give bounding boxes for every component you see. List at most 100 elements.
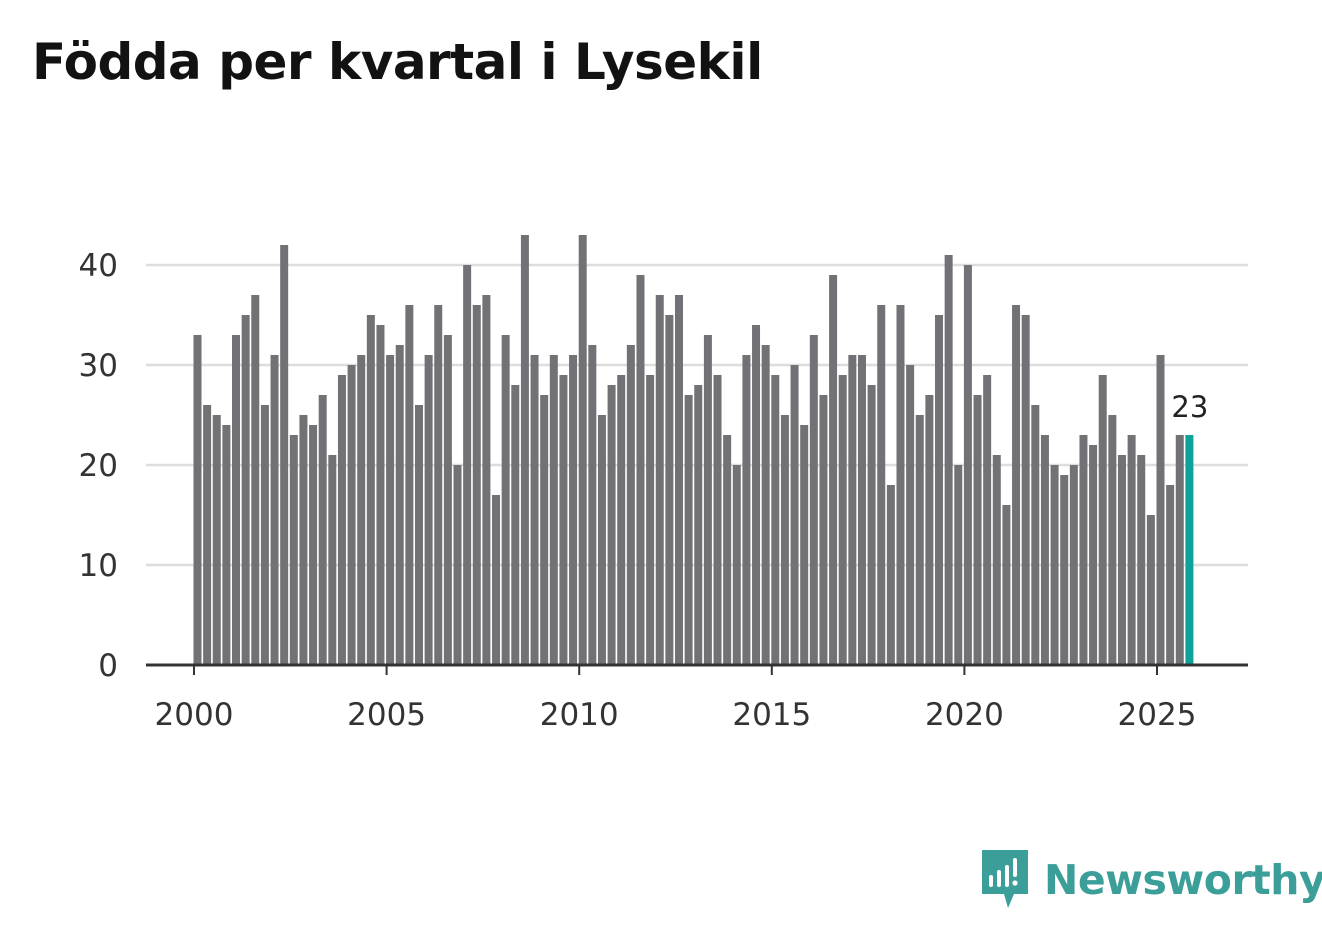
bar — [212, 415, 221, 665]
bar — [1031, 405, 1040, 665]
bar — [501, 335, 510, 665]
bar — [877, 305, 886, 665]
bar — [906, 365, 915, 665]
x-tick-label: 2025 — [1118, 697, 1197, 733]
last-value-label: 23 — [1171, 390, 1208, 424]
bar — [655, 295, 664, 665]
bar — [193, 335, 202, 665]
bar — [357, 355, 366, 665]
brand-name: Newsworthy — [1044, 855, 1322, 904]
bar — [1079, 435, 1088, 665]
bar — [809, 335, 818, 665]
x-tick-label: 2015 — [732, 697, 811, 733]
bar — [1060, 475, 1069, 665]
bar — [549, 355, 558, 665]
bar — [578, 235, 587, 665]
bar — [597, 415, 606, 665]
bar — [1156, 355, 1165, 665]
bar — [935, 315, 944, 665]
bar — [405, 305, 414, 665]
bar — [203, 405, 212, 665]
bar — [241, 315, 250, 665]
y-tick-label: 20 — [79, 448, 118, 484]
bar — [925, 395, 934, 665]
chart-title: Födda per kvartal i Lysekil — [32, 33, 763, 91]
bar — [520, 235, 529, 665]
bar — [742, 355, 751, 665]
bar — [309, 425, 318, 665]
bar — [289, 435, 298, 665]
newsworthy-logo-icon — [982, 850, 1028, 908]
bar — [453, 465, 462, 665]
brand-logo: Newsworthy — [980, 850, 1322, 910]
x-tick-label: 2005 — [347, 697, 426, 733]
bar — [395, 345, 404, 665]
bar — [347, 365, 356, 665]
bar — [675, 295, 683, 665]
bar — [1127, 435, 1136, 665]
bar — [530, 355, 539, 665]
bar-latest — [1185, 435, 1194, 665]
bar — [713, 375, 722, 665]
bar — [992, 455, 1001, 665]
bar — [559, 375, 568, 665]
bar — [732, 465, 741, 665]
annotations: 23 — [1171, 390, 1208, 424]
bar — [1166, 485, 1175, 665]
bar — [328, 455, 337, 665]
bar — [299, 415, 308, 665]
bar — [414, 405, 423, 665]
bar — [366, 315, 375, 665]
bar — [665, 315, 674, 665]
bar — [973, 395, 982, 665]
bar — [626, 345, 635, 665]
y-tick-label: 40 — [79, 248, 118, 284]
y-axis: 0 10 20 30 40 — [79, 248, 118, 684]
bar — [1050, 465, 1059, 665]
bar — [790, 365, 799, 665]
bar — [703, 335, 712, 665]
bar — [723, 435, 732, 665]
bar — [886, 485, 895, 665]
bar — [1021, 315, 1030, 665]
bar — [222, 425, 231, 665]
bar — [424, 355, 433, 665]
x-axis: 2000 2005 2010 2015 2020 2025 — [146, 663, 1248, 733]
bar — [251, 295, 260, 665]
bar — [1012, 305, 1021, 665]
bar — [963, 265, 972, 665]
bar — [617, 375, 626, 665]
bar — [1069, 465, 1078, 665]
bar — [511, 385, 520, 665]
bar — [684, 395, 693, 665]
bar — [472, 305, 481, 665]
bar — [318, 395, 327, 665]
bar — [1117, 455, 1126, 665]
bar — [463, 265, 472, 665]
bar — [569, 355, 578, 665]
bar — [752, 325, 761, 665]
bar — [915, 415, 924, 665]
bar — [944, 255, 953, 665]
bar — [482, 295, 491, 665]
bar — [761, 345, 770, 665]
bar — [260, 405, 269, 665]
bar — [1137, 455, 1146, 665]
bar — [829, 275, 838, 665]
bar — [896, 305, 905, 665]
bar — [1146, 515, 1155, 665]
bar — [771, 375, 780, 665]
bar — [270, 355, 279, 665]
bar — [588, 345, 597, 665]
bar — [1089, 445, 1098, 665]
bar — [800, 425, 809, 665]
x-tick-label: 2010 — [540, 697, 619, 733]
x-tick-label: 2020 — [925, 697, 1004, 733]
bar — [280, 245, 289, 665]
bar — [1175, 435, 1184, 665]
bars — [193, 235, 1194, 665]
bar — [1002, 505, 1011, 665]
y-tick-label: 0 — [98, 648, 118, 684]
bar — [780, 415, 789, 665]
